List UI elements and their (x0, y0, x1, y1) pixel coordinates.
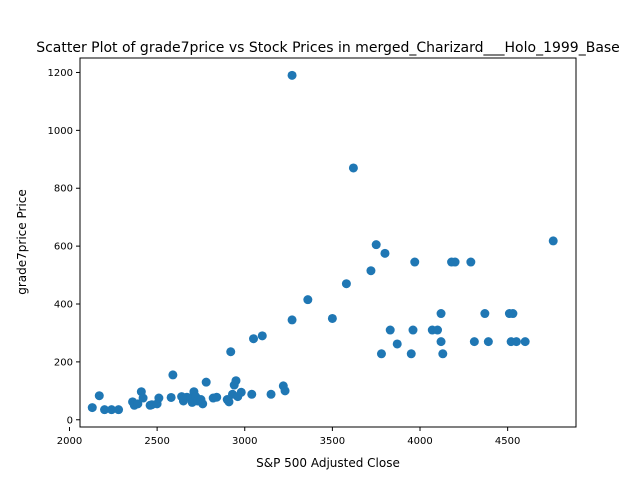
x-tick-label: 3500 (320, 436, 345, 447)
x-axis-ticks: 2000 2500 3000 3500 4000 4500 (57, 427, 520, 447)
scatter-point (410, 257, 420, 267)
scatter-point (327, 313, 337, 323)
y-tick-label: 800 (54, 184, 73, 195)
scatter-point (483, 337, 493, 347)
scatter-point (341, 279, 351, 289)
chart-title: Scatter Plot of grade7price vs Stock Pri… (36, 40, 620, 56)
scatter-point (87, 403, 97, 413)
x-tick-label: 4500 (495, 436, 520, 447)
y-axis-ticks: 0 200 400 600 800 1000 1200 (48, 68, 80, 426)
plot-frame (79, 57, 577, 428)
scatter-point (406, 349, 416, 359)
scatter-point (198, 399, 208, 409)
scatter-point (247, 389, 257, 399)
y-tick-label: 400 (54, 300, 73, 311)
scatter-point (303, 295, 313, 305)
scatter-point (376, 349, 386, 359)
scatter-point (201, 377, 211, 387)
scatter-point (371, 240, 381, 250)
scatter-point (257, 331, 267, 341)
scatter-point (450, 257, 460, 267)
x-axis-label: S&P 500 Adjusted Close (256, 456, 400, 470)
scatter-point (520, 337, 530, 347)
scatter-point (366, 266, 376, 276)
x-tick-label: 2000 (57, 436, 82, 447)
scatter-point (249, 334, 259, 344)
scatter-point (166, 392, 176, 402)
x-tick-label: 2500 (144, 436, 169, 447)
scatter-point (469, 337, 479, 347)
x-tick-label: 3000 (232, 436, 257, 447)
scatter-point (224, 397, 234, 407)
scatter-point (508, 309, 518, 319)
scatter-point (168, 370, 178, 380)
scatter-point (380, 248, 390, 258)
scatter-point (548, 236, 558, 246)
scatter-point (154, 393, 164, 403)
scatter-point (280, 386, 290, 396)
scatter-point (138, 393, 148, 403)
plot-area (80, 58, 576, 427)
scatter-point (231, 376, 241, 386)
scatter-point (466, 257, 476, 267)
scatter-point (436, 309, 446, 319)
scatter-point (480, 309, 490, 319)
scatter-point (438, 349, 448, 359)
scatter-point (94, 391, 104, 401)
scatter-point (100, 405, 110, 415)
scatter-point (212, 392, 222, 402)
y-tick-label: 600 (54, 242, 73, 253)
scatter-point (385, 325, 395, 335)
scatter-point (511, 337, 521, 347)
scatter-point (287, 315, 297, 325)
scatter-point (266, 389, 276, 399)
scatter-point (433, 325, 443, 335)
scatter-point (107, 405, 117, 415)
scatter-point (348, 163, 358, 173)
scatter-point (133, 399, 143, 409)
scatter-point (114, 405, 124, 415)
y-tick-label: 1000 (48, 126, 73, 137)
scatter-point (408, 325, 418, 335)
x-tick-label: 4000 (407, 436, 432, 447)
y-tick-label: 200 (54, 357, 73, 368)
scatter-point (287, 70, 297, 80)
scatter-point (226, 347, 236, 357)
scatter-point (236, 387, 246, 397)
y-tick-label: 1200 (48, 68, 73, 79)
scatter-point (392, 339, 402, 349)
scatter-point (436, 337, 446, 347)
points-layer (87, 70, 558, 415)
y-tick-label: 0 (67, 415, 73, 426)
y-axis-label: grade7price Price (15, 189, 29, 295)
